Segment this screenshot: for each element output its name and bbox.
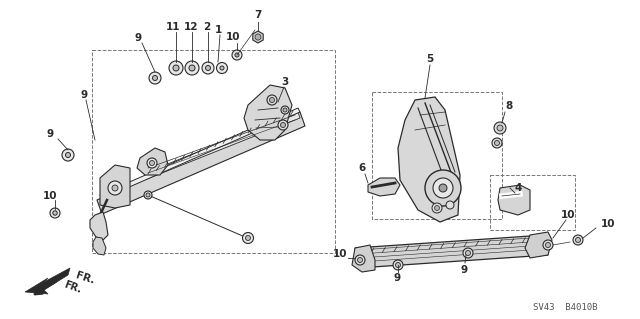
Text: 10: 10 <box>226 32 240 42</box>
Text: 10: 10 <box>601 219 615 229</box>
Polygon shape <box>145 112 300 179</box>
Text: 9: 9 <box>460 265 468 275</box>
Circle shape <box>492 138 502 148</box>
Circle shape <box>446 201 454 209</box>
Text: 10: 10 <box>333 249 348 259</box>
Polygon shape <box>398 97 460 222</box>
Text: FR.: FR. <box>74 270 95 286</box>
Circle shape <box>463 248 473 258</box>
Circle shape <box>495 140 499 145</box>
Circle shape <box>149 72 161 84</box>
Circle shape <box>425 170 461 206</box>
Circle shape <box>358 257 362 263</box>
Circle shape <box>150 160 154 166</box>
Circle shape <box>543 240 553 250</box>
Circle shape <box>281 106 289 114</box>
Polygon shape <box>25 268 70 294</box>
Circle shape <box>144 191 152 199</box>
Polygon shape <box>93 237 106 255</box>
Text: 9: 9 <box>134 33 141 43</box>
Polygon shape <box>100 165 130 208</box>
Polygon shape <box>244 85 292 140</box>
Polygon shape <box>355 235 548 268</box>
Text: 10: 10 <box>561 210 575 220</box>
Circle shape <box>269 98 275 102</box>
Circle shape <box>278 120 288 130</box>
Text: 12: 12 <box>184 22 198 32</box>
Circle shape <box>185 61 199 75</box>
Circle shape <box>432 203 442 213</box>
Circle shape <box>243 233 253 243</box>
Circle shape <box>575 238 580 242</box>
Text: 1: 1 <box>214 25 221 35</box>
Circle shape <box>189 65 195 71</box>
Circle shape <box>216 63 227 73</box>
Circle shape <box>393 260 403 270</box>
Circle shape <box>232 50 242 60</box>
Text: 8: 8 <box>506 101 513 111</box>
Text: 7: 7 <box>254 10 262 20</box>
Circle shape <box>146 193 150 197</box>
Circle shape <box>494 122 506 134</box>
Bar <box>372 92 502 219</box>
Text: 9: 9 <box>47 129 54 139</box>
Circle shape <box>573 235 583 245</box>
Circle shape <box>235 53 239 57</box>
Circle shape <box>465 250 470 256</box>
Polygon shape <box>100 108 300 199</box>
Text: 10: 10 <box>43 191 57 201</box>
Circle shape <box>283 108 287 112</box>
Circle shape <box>52 211 57 215</box>
Polygon shape <box>368 178 400 196</box>
Circle shape <box>267 95 277 105</box>
Text: 11: 11 <box>166 22 180 32</box>
Text: 6: 6 <box>358 163 365 173</box>
Bar <box>92 50 335 253</box>
Text: SV43  B4010B: SV43 B4010B <box>532 303 597 313</box>
Circle shape <box>108 181 122 195</box>
Circle shape <box>355 255 365 265</box>
Polygon shape <box>137 148 168 175</box>
Polygon shape <box>352 245 375 272</box>
Circle shape <box>112 185 118 191</box>
Circle shape <box>202 62 214 74</box>
Text: 4: 4 <box>515 183 522 193</box>
Circle shape <box>152 76 157 80</box>
Circle shape <box>173 65 179 71</box>
Circle shape <box>205 65 211 70</box>
Circle shape <box>435 205 440 211</box>
Circle shape <box>280 122 285 128</box>
Circle shape <box>147 158 157 168</box>
Bar <box>490 175 575 230</box>
Polygon shape <box>253 31 263 43</box>
Text: 9: 9 <box>81 90 88 100</box>
Text: 9: 9 <box>394 273 401 283</box>
Circle shape <box>396 263 401 268</box>
Circle shape <box>497 125 503 131</box>
Text: FR.: FR. <box>62 279 83 295</box>
Text: 2: 2 <box>204 22 211 32</box>
Text: 5: 5 <box>426 54 434 64</box>
Polygon shape <box>90 212 108 240</box>
Polygon shape <box>525 232 552 258</box>
Polygon shape <box>255 34 261 40</box>
Circle shape <box>545 242 550 248</box>
Polygon shape <box>498 185 530 215</box>
Text: 3: 3 <box>282 77 289 87</box>
Polygon shape <box>97 112 305 214</box>
Circle shape <box>65 152 70 158</box>
Circle shape <box>50 208 60 218</box>
Circle shape <box>433 178 453 198</box>
Circle shape <box>439 184 447 192</box>
Circle shape <box>220 66 224 70</box>
Circle shape <box>62 149 74 161</box>
Circle shape <box>169 61 183 75</box>
Circle shape <box>246 235 250 241</box>
